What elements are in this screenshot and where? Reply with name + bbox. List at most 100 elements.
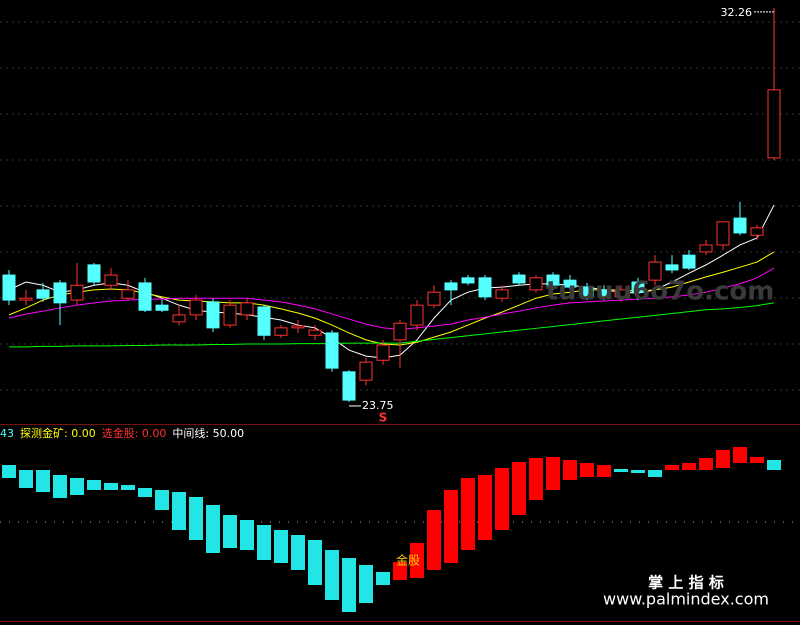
candle-body [597,289,611,298]
candle-body [376,344,390,361]
signal: S [379,411,388,425]
candle-body [325,332,339,369]
candle-body [70,284,84,301]
candle-body [427,291,441,306]
candle-body [155,304,169,311]
indicator-bar [223,515,237,548]
candle-body [274,327,288,336]
candle-body [257,306,271,336]
candle-body [87,264,101,283]
watermark-site: tuuuu6o7o.com [546,277,775,307]
candle-body [104,274,118,286]
indicator-bar [189,497,203,540]
indicator-bar [2,465,16,478]
candle-body [750,227,764,236]
candle-body [291,325,305,329]
indicator-bar [699,458,713,470]
indicator-bar [274,530,288,563]
indicator-bar [240,520,254,550]
indicator-bar [376,572,390,585]
watermark-brand: 掌 上 指 标 [648,574,724,592]
indicator-bar [665,465,679,470]
indicator-bar [529,458,543,500]
candle-body [580,286,594,298]
indicator-bar [444,490,458,563]
candle-body [410,304,424,326]
legend-entry: 选金股: 0.00 [102,426,167,440]
ma-line [8,267,775,330]
candle-body [648,261,662,281]
indicator-bar [121,485,135,490]
indicator-bar [257,525,271,560]
watermark-url: www.palmindex.com [603,590,769,609]
indicator-bar [308,540,322,585]
indicator-bar [767,460,781,470]
ma-line [9,302,775,348]
indicator-bar [563,460,577,480]
indicator-bar [614,469,628,472]
indicator-bar [427,510,441,570]
legend-entry: 中间线: 50.00 [172,426,244,440]
annotation: 金股 [396,553,420,568]
indicator-bar [410,543,424,578]
candle-body [444,282,458,291]
candle-body [665,264,679,271]
indicator-bar [36,470,50,492]
candle-body [478,277,492,298]
high-label: 32.26 [721,6,753,19]
indicator-bar [478,475,492,540]
candle-body [767,89,781,159]
indicator-bar [325,550,339,600]
indicator-bar [138,488,152,497]
candle-body [733,217,747,234]
candle-body [53,282,67,304]
indicator-bar [597,465,611,477]
indicator-bar [87,480,101,490]
indicator-bar [206,505,220,553]
candle-body [121,289,135,299]
candle-body [512,274,526,284]
indicator-bar [512,462,526,515]
indicator-bar [495,468,509,530]
indicator-bar [546,457,560,490]
low-label: 23.75 [362,399,394,412]
indicator-bar [580,463,594,477]
indicator-bar [648,470,662,477]
indicator-bar [104,483,118,490]
indicator-bar [155,490,169,510]
candle-body [206,301,220,329]
candle-body [529,277,543,291]
indicator-bar [393,562,407,580]
indicator-bar [291,535,305,570]
candle-body [359,361,373,381]
candle-body [546,274,560,286]
indicator-bar [461,478,475,550]
candle-body [240,302,254,316]
candle-body [393,322,407,341]
candle-body [716,221,730,246]
indicator-bar [70,478,84,495]
candle-body [614,289,628,298]
indicator-bar [733,447,747,463]
indicator-bar [682,463,696,470]
indicator-bar [716,450,730,468]
candle-body [682,254,696,269]
candle-body [36,289,50,299]
candle-body [19,297,33,301]
candle-body [138,282,152,311]
candle-body [172,314,186,323]
indicator-bar [53,475,67,498]
indicator-bar [172,492,186,530]
legend-entry: 探测金矿: 0.00 [20,426,96,440]
indicator-bar [359,565,373,603]
indicator-bar [631,470,645,473]
candle-body [189,299,203,316]
legend-entry: 43 [0,427,14,440]
candle-body [223,304,237,326]
ma-line [8,204,775,359]
candle-body [631,281,645,293]
candle-body [308,329,322,336]
candle-body [2,274,16,301]
